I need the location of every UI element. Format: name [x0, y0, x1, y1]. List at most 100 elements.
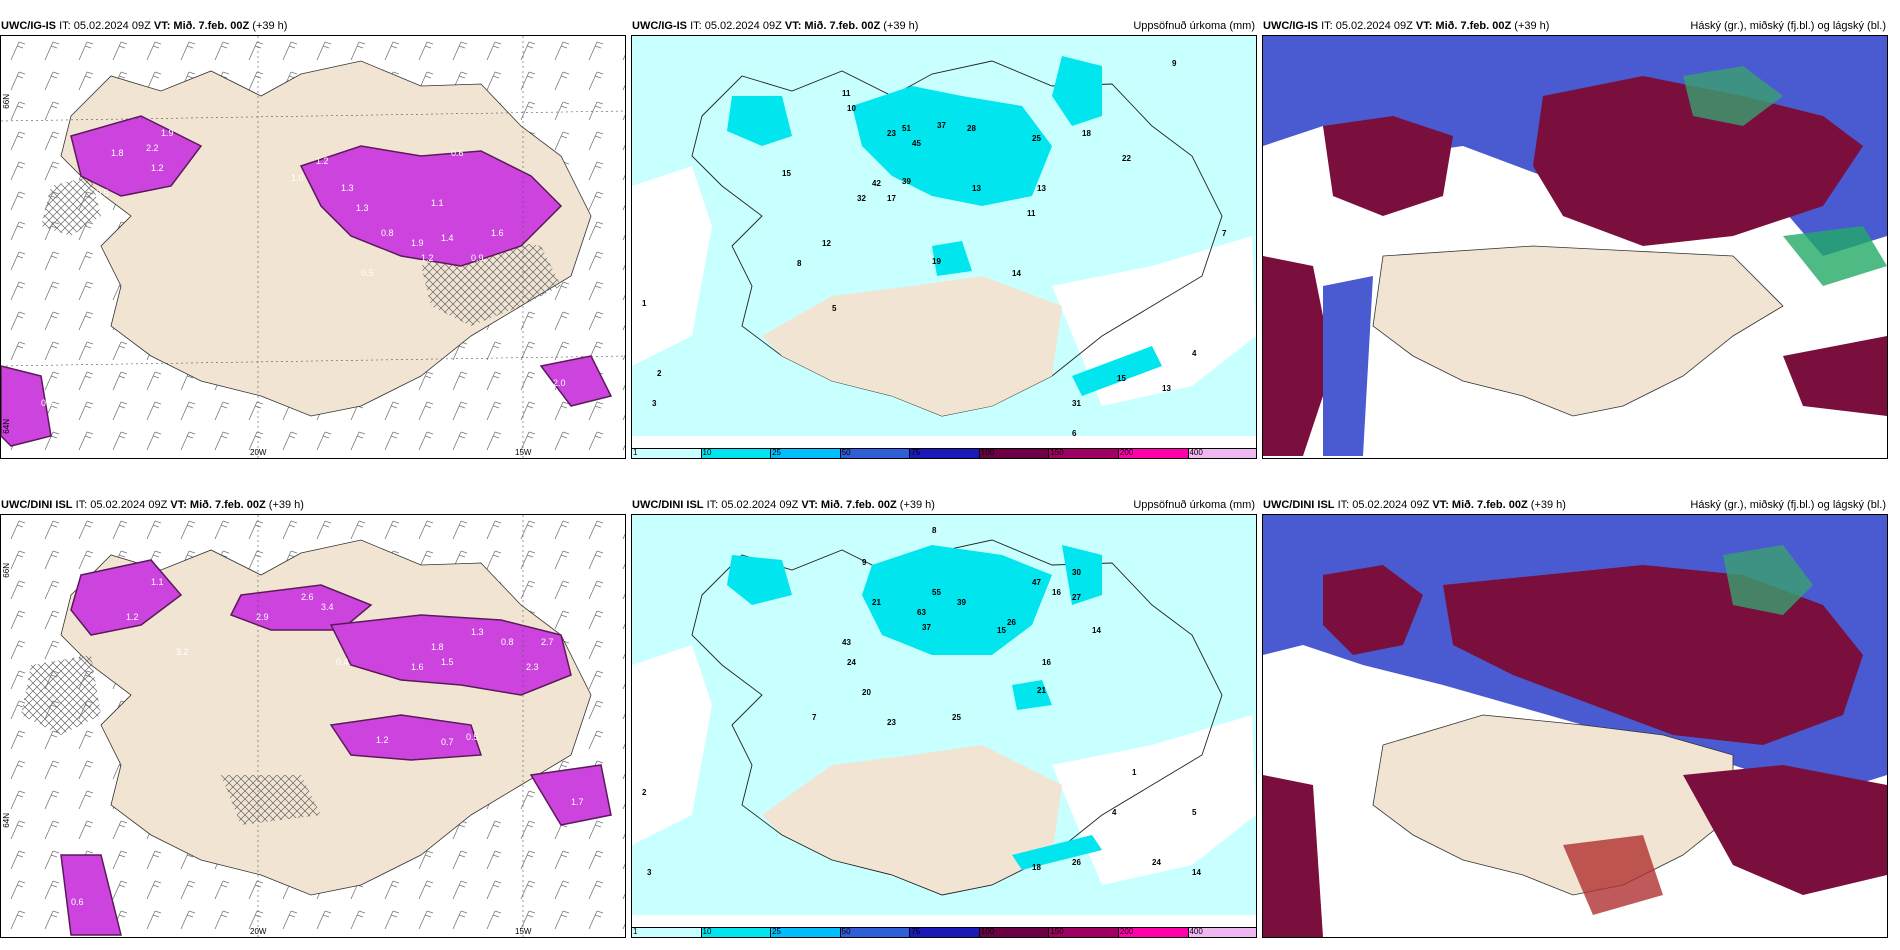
- svg-text:2: 2: [642, 788, 647, 797]
- panel-bottom-mid: UWC/DINI ISL IT: 05.02.2024 09Z VT: Mið.…: [631, 493, 1257, 938]
- svg-text:51: 51: [902, 124, 911, 133]
- svg-text:16: 16: [1042, 658, 1051, 667]
- panel-top-mid: UWC/IG-IS IT: 05.02.2024 09Z VT: Mið. 7.…: [631, 14, 1257, 459]
- map-precip-bottom: 8 9 21 55 47 39 63 37 30 27 43 26 24 20 23 25 21 16 14…: [631, 514, 1257, 938]
- svg-text:1.5: 1.5: [441, 657, 454, 667]
- panel-header: UWC/IG-IS IT: 05.02.2024 09Z VT: Mið. 7.…: [632, 20, 1255, 32]
- svg-text:0.4: 0.4: [336, 657, 349, 667]
- precip-max-n: [852, 86, 1052, 206]
- colorbar-tick-label: 400: [1189, 927, 1203, 936]
- svg-text:14: 14: [1012, 269, 1021, 278]
- svg-text:1.8: 1.8: [431, 642, 444, 652]
- svg-text:13: 13: [972, 184, 981, 193]
- svg-text:1: 1: [1132, 768, 1137, 777]
- svg-text:0.6: 0.6: [71, 897, 84, 907]
- snow-depth-labels: 1.1 1.2 2.9 2.6 3.4 1.6 1.8 1.5 2.3 1.2 0.7 0.5 0…: [71, 577, 584, 907]
- svg-text:30: 30: [1072, 568, 1081, 577]
- svg-text:9: 9: [862, 558, 867, 567]
- svg-text:43: 43: [842, 638, 851, 647]
- colorbar-tick-label: 50: [841, 448, 851, 457]
- svg-text:0.9: 0.9: [471, 253, 484, 263]
- colorbar-tick-label: 25: [772, 448, 782, 457]
- colorbar-tick-label: 100: [980, 448, 995, 457]
- svg-text:2.2: 2.2: [146, 143, 159, 153]
- svg-text:1.9: 1.9: [411, 238, 424, 248]
- svg-text:15: 15: [782, 169, 791, 178]
- svg-text:3.2: 3.2: [176, 647, 189, 657]
- panel-bottom-right: UWC/DINI ISL IT: 05.02.2024 09Z VT: Mið.…: [1262, 493, 1888, 938]
- svg-text:2.3: 2.3: [526, 662, 539, 672]
- map-precip-top: 11 10 28 51 37 45 25 18 13 42 39 17 19 15 32 22 13 14…: [631, 35, 1257, 459]
- svg-text:1.1: 1.1: [431, 198, 444, 208]
- colorbar-swatch: [979, 449, 1050, 458]
- svg-text:1.2: 1.2: [376, 735, 389, 745]
- panel-header: UWC/DINI ISL IT: 05.02.2024 09Z VT: Mið.…: [1, 499, 304, 511]
- svg-text:4: 4: [1112, 808, 1117, 817]
- svg-text:0.5: 0.5: [96, 188, 109, 198]
- svg-text:15: 15: [997, 626, 1006, 635]
- svg-text:47: 47: [1032, 578, 1041, 587]
- colorbar-tick-label: 75: [911, 448, 921, 457]
- colorbar-swatch: [1118, 928, 1189, 937]
- colorbar-swatch: [979, 928, 1050, 937]
- svg-text:1.9: 1.9: [161, 128, 174, 138]
- svg-text:32: 32: [857, 194, 866, 203]
- svg-text:3: 3: [652, 399, 657, 408]
- colorbar-swatch: [701, 928, 772, 937]
- svg-text:2.7: 2.7: [541, 637, 554, 647]
- colorbar-tick-label: 200: [1119, 448, 1134, 457]
- colorbar: [632, 448, 1256, 458]
- svg-text:0.5: 0.5: [466, 732, 479, 742]
- svg-text:20: 20: [862, 688, 871, 697]
- high-cloud-area: [1533, 76, 1863, 246]
- svg-text:10: 10: [847, 104, 856, 113]
- svg-text:1.2: 1.2: [126, 612, 139, 622]
- svg-text:15: 15: [1117, 374, 1126, 383]
- colorbar-tick-label: 400: [1189, 448, 1203, 457]
- svg-text:1.3: 1.3: [341, 183, 354, 193]
- colorbar-tick-label: 10: [702, 927, 712, 936]
- panel-header: UWC/DINI ISL IT: 05.02.2024 09Z VT: Mið.…: [1263, 499, 1886, 511]
- svg-text:2.6: 2.6: [301, 592, 314, 602]
- svg-text:45: 45: [912, 139, 921, 148]
- svg-text:1.2: 1.2: [151, 163, 164, 173]
- svg-text:13: 13: [1037, 184, 1046, 193]
- lat-label-64n: 64N: [2, 813, 11, 828]
- svg-text:1.3: 1.3: [356, 203, 369, 213]
- svg-text:8: 8: [797, 259, 802, 268]
- svg-text:14: 14: [1092, 626, 1101, 635]
- colorbar-swatch: [701, 449, 772, 458]
- svg-text:37: 37: [922, 623, 931, 632]
- svg-text:1.8: 1.8: [111, 148, 124, 158]
- svg-text:2: 2: [657, 369, 662, 378]
- svg-text:26: 26: [1007, 618, 1016, 627]
- svg-text:0.8: 0.8: [501, 637, 514, 647]
- panel-top-right: UWC/IG-IS IT: 05.02.2024 09Z VT: Mið. 7.…: [1262, 14, 1888, 459]
- svg-text:1.0: 1.0: [291, 173, 304, 183]
- colorbar-tick-label: 150: [1050, 927, 1064, 936]
- colorbar-tick-label: 1: [633, 448, 638, 457]
- svg-text:2.9: 2.9: [256, 612, 269, 622]
- svg-text:19: 19: [932, 257, 941, 266]
- lat-label-66n: 66N: [2, 94, 11, 109]
- svg-text:8: 8: [932, 526, 937, 535]
- colorbar-swatch: [840, 928, 911, 937]
- svg-text:0.6: 0.6: [451, 148, 464, 158]
- snow-depth-labels: 1.8 2.21.91.2 0.51.21.31.6 0.81.9 1.40.9 0…: [41, 128, 566, 408]
- panel-header: UWC/IG-IS IT: 05.02.2024 09Z VT: Mið. 7.…: [1, 20, 288, 32]
- svg-text:25: 25: [1032, 134, 1041, 143]
- svg-text:27: 27: [1072, 593, 1081, 602]
- svg-text:23: 23: [887, 129, 896, 138]
- svg-text:5: 5: [832, 304, 837, 313]
- svg-text:3.4: 3.4: [321, 602, 334, 612]
- colorbar-swatch: [632, 928, 702, 937]
- colorbar-swatch: [771, 928, 841, 937]
- svg-text:18: 18: [1082, 129, 1091, 138]
- svg-text:28: 28: [967, 124, 976, 133]
- lon-label-20w: 20W: [250, 448, 267, 457]
- svg-text:0.3: 0.3: [41, 398, 54, 408]
- svg-text:7: 7: [1222, 229, 1227, 238]
- svg-text:5: 5: [1192, 808, 1197, 817]
- svg-text:25: 25: [952, 713, 961, 722]
